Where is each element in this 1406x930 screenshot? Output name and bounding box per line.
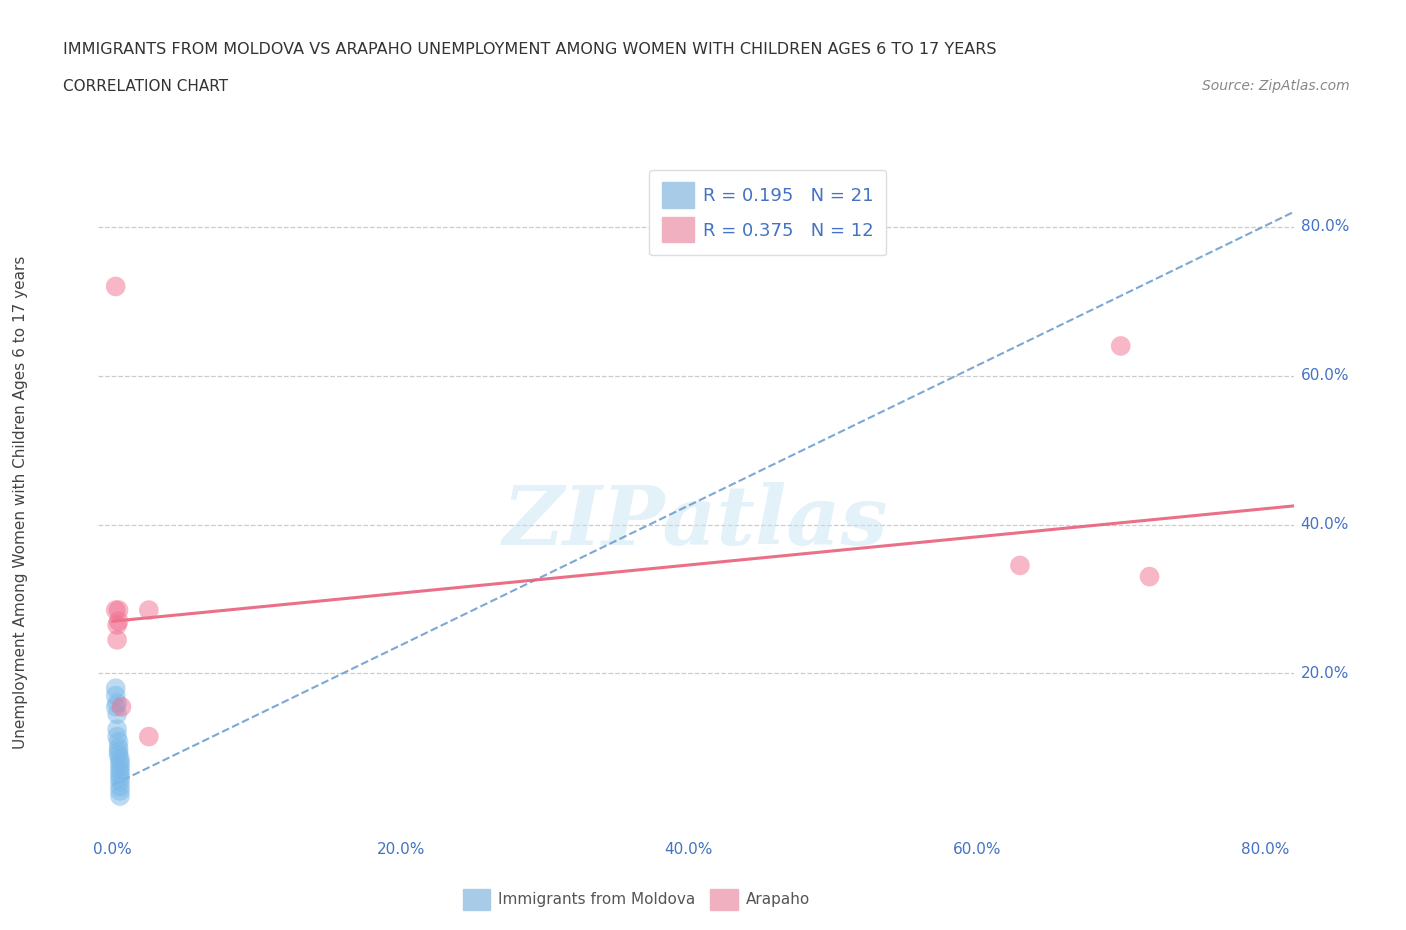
Point <box>138 603 160 618</box>
Point <box>104 279 127 294</box>
Point <box>105 707 128 722</box>
Point <box>105 729 128 744</box>
Point <box>1008 558 1031 573</box>
Point <box>107 603 129 618</box>
Point <box>105 618 128 632</box>
Point <box>104 699 127 714</box>
Point <box>108 766 131 781</box>
Point <box>107 740 129 755</box>
Point <box>105 722 128 737</box>
Point <box>107 614 129 629</box>
Point <box>1109 339 1132 353</box>
Text: 20.0%: 20.0% <box>1301 666 1350 681</box>
Text: 80.0%: 80.0% <box>1301 219 1350 234</box>
Point <box>104 688 127 703</box>
Point <box>108 774 131 789</box>
Point <box>104 603 127 618</box>
Point <box>108 755 131 770</box>
Point <box>107 748 129 763</box>
Point <box>110 699 132 714</box>
Point <box>138 729 160 744</box>
Point <box>1139 569 1161 584</box>
Text: CORRELATION CHART: CORRELATION CHART <box>63 79 228 94</box>
Point <box>108 770 131 785</box>
Point <box>104 681 127 696</box>
Text: ZIPatlas: ZIPatlas <box>503 483 889 563</box>
Point <box>108 763 131 777</box>
Point <box>107 744 129 759</box>
Point <box>105 632 128 647</box>
Point <box>108 751 131 766</box>
Point <box>108 783 131 798</box>
Text: 60.0%: 60.0% <box>1301 368 1350 383</box>
Legend: Immigrants from Moldova, Arapaho: Immigrants from Moldova, Arapaho <box>457 883 815 916</box>
Point <box>105 696 128 711</box>
Text: IMMIGRANTS FROM MOLDOVA VS ARAPAHO UNEMPLOYMENT AMONG WOMEN WITH CHILDREN AGES 6: IMMIGRANTS FROM MOLDOVA VS ARAPAHO UNEMP… <box>63 42 997 57</box>
Point <box>108 789 131 804</box>
Point <box>108 779 131 794</box>
Point <box>107 735 129 750</box>
Point <box>108 759 131 774</box>
Text: Unemployment Among Women with Children Ages 6 to 17 years: Unemployment Among Women with Children A… <box>13 256 28 749</box>
Text: 40.0%: 40.0% <box>1301 517 1350 532</box>
Text: Source: ZipAtlas.com: Source: ZipAtlas.com <box>1202 79 1350 93</box>
